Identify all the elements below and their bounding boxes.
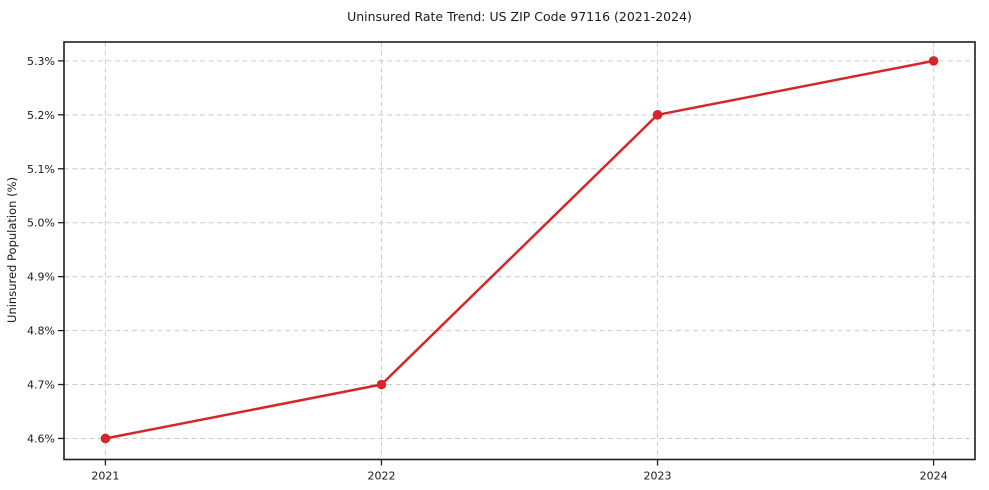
y-tick-label: 5.0% (27, 217, 55, 230)
y-axis-label: Uninsured Population (%) (5, 177, 19, 323)
data-point-marker (100, 433, 111, 444)
plot-border (63, 41, 976, 461)
gridlines (64, 42, 975, 460)
axis-ticks (58, 60, 935, 466)
x-tick-label: 2024 (920, 470, 948, 483)
chart-title: Uninsured Rate Trend: US ZIP Code 97116 … (347, 9, 692, 24)
tick-labels: 4.6% 4.7% 4.8% 4.9% 5.0% 5.1% 5.2% 5.3% 2021 2022… (27, 55, 948, 483)
y-tick-label: 4.9% (27, 271, 55, 284)
y-tick-label: 5.1% (27, 163, 55, 176)
x-tick-label: 2023 (644, 470, 672, 483)
x-tick-label: 2021 (91, 470, 119, 483)
y-tick-label: 5.2% (27, 109, 55, 122)
y-tick-label: 4.6% (27, 432, 55, 445)
data-point-marker (928, 56, 939, 66)
y-tick-label: 5.3% (27, 55, 55, 68)
data-series (100, 56, 939, 444)
trend-line (104, 59, 935, 440)
data-point-marker (652, 110, 663, 120)
data-point-marker (376, 379, 387, 390)
y-tick-label: 4.8% (27, 325, 55, 338)
y-tick-label: 4.7% (27, 379, 55, 392)
x-tick-label: 2022 (367, 470, 395, 483)
